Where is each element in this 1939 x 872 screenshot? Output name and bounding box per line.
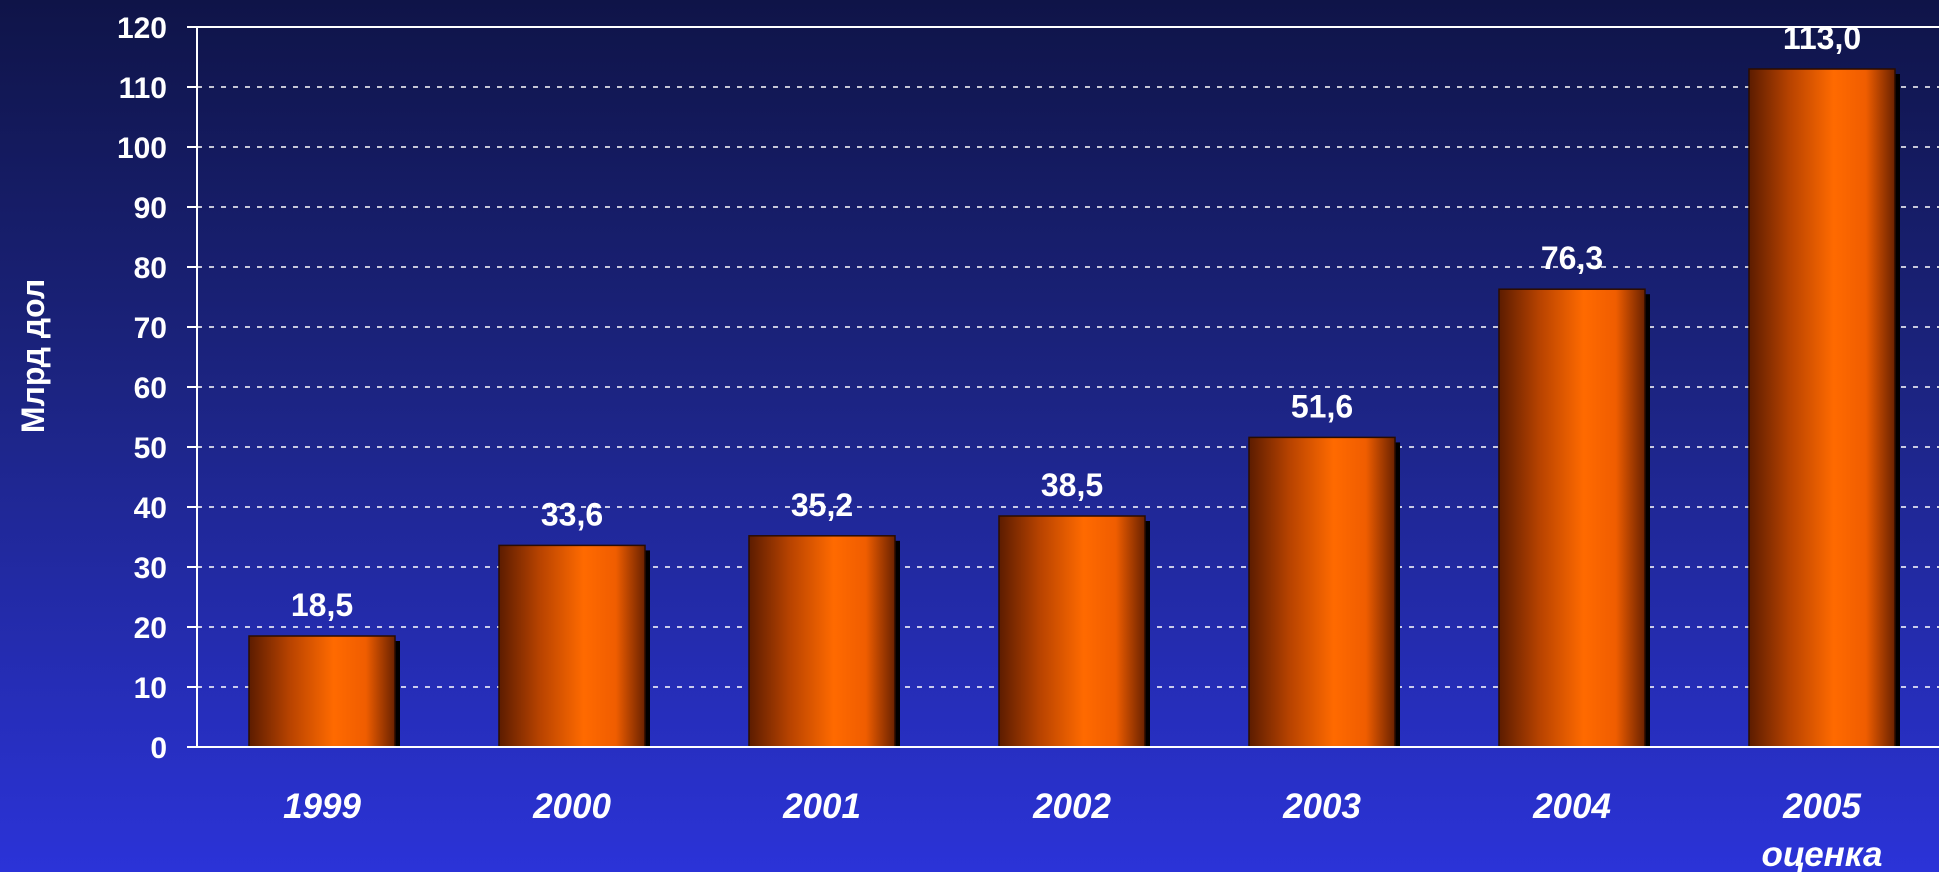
y-tick-labels: 0 10 20 30 40 50 60 70 80 90 100 110 120	[117, 12, 167, 765]
x-tick-sublabel: оценка	[1762, 835, 1883, 872]
x-tick-label: 2004	[1532, 787, 1611, 826]
bars	[248, 68, 1900, 748]
y-tick-label: 20	[134, 612, 167, 645]
value-labels: 18,5 33,6 35,2 38,5 51,6 76,3 113,0	[291, 20, 1861, 623]
bar	[248, 635, 396, 748]
bar-value-label: 76,3	[1541, 240, 1603, 276]
x-tick-label: 2002	[1032, 787, 1111, 826]
x-tick-label: 2000	[532, 787, 611, 826]
y-tick-label: 10	[134, 672, 167, 705]
x-tick-label: 2005	[1782, 787, 1861, 826]
y-tick-label: 30	[134, 552, 167, 585]
bar-value-label: 18,5	[291, 587, 353, 623]
y-tick-label: 70	[134, 312, 167, 345]
bar-value-label: 51,6	[1291, 388, 1353, 424]
bar	[498, 544, 646, 748]
y-tick-label: 100	[117, 132, 167, 165]
x-tick-label: 2001	[782, 787, 861, 826]
y-tick-label: 50	[134, 432, 167, 465]
bar	[998, 515, 1146, 748]
bar-value-label: 35,2	[791, 487, 853, 523]
bar-value-label: 33,6	[541, 496, 603, 532]
x-tick-labels: 1999 2000 2001 2002 2003 2004 2005 оценка	[283, 787, 1882, 872]
y-tick-label: 80	[134, 252, 167, 285]
x-tick-label: 2003	[1282, 787, 1361, 826]
bar	[1248, 436, 1396, 748]
y-tick-label: 40	[134, 492, 167, 525]
bar	[1498, 288, 1646, 748]
x-tick-label: 1999	[283, 787, 361, 826]
axes	[187, 26, 1939, 748]
y-tick-label: 90	[134, 192, 167, 225]
bar-value-label: 38,5	[1041, 467, 1103, 503]
y-tick-label: 110	[119, 72, 167, 105]
y-tick-label: 120	[117, 12, 167, 45]
y-tick-label: 60	[134, 372, 167, 405]
bar	[1748, 68, 1896, 748]
gridlines	[197, 86, 1939, 688]
bar-value-label: 113,0	[1783, 20, 1861, 56]
bar	[748, 535, 896, 748]
y-axis-title: Млрд дол	[15, 279, 51, 433]
y-tick-label: 0	[150, 732, 167, 765]
